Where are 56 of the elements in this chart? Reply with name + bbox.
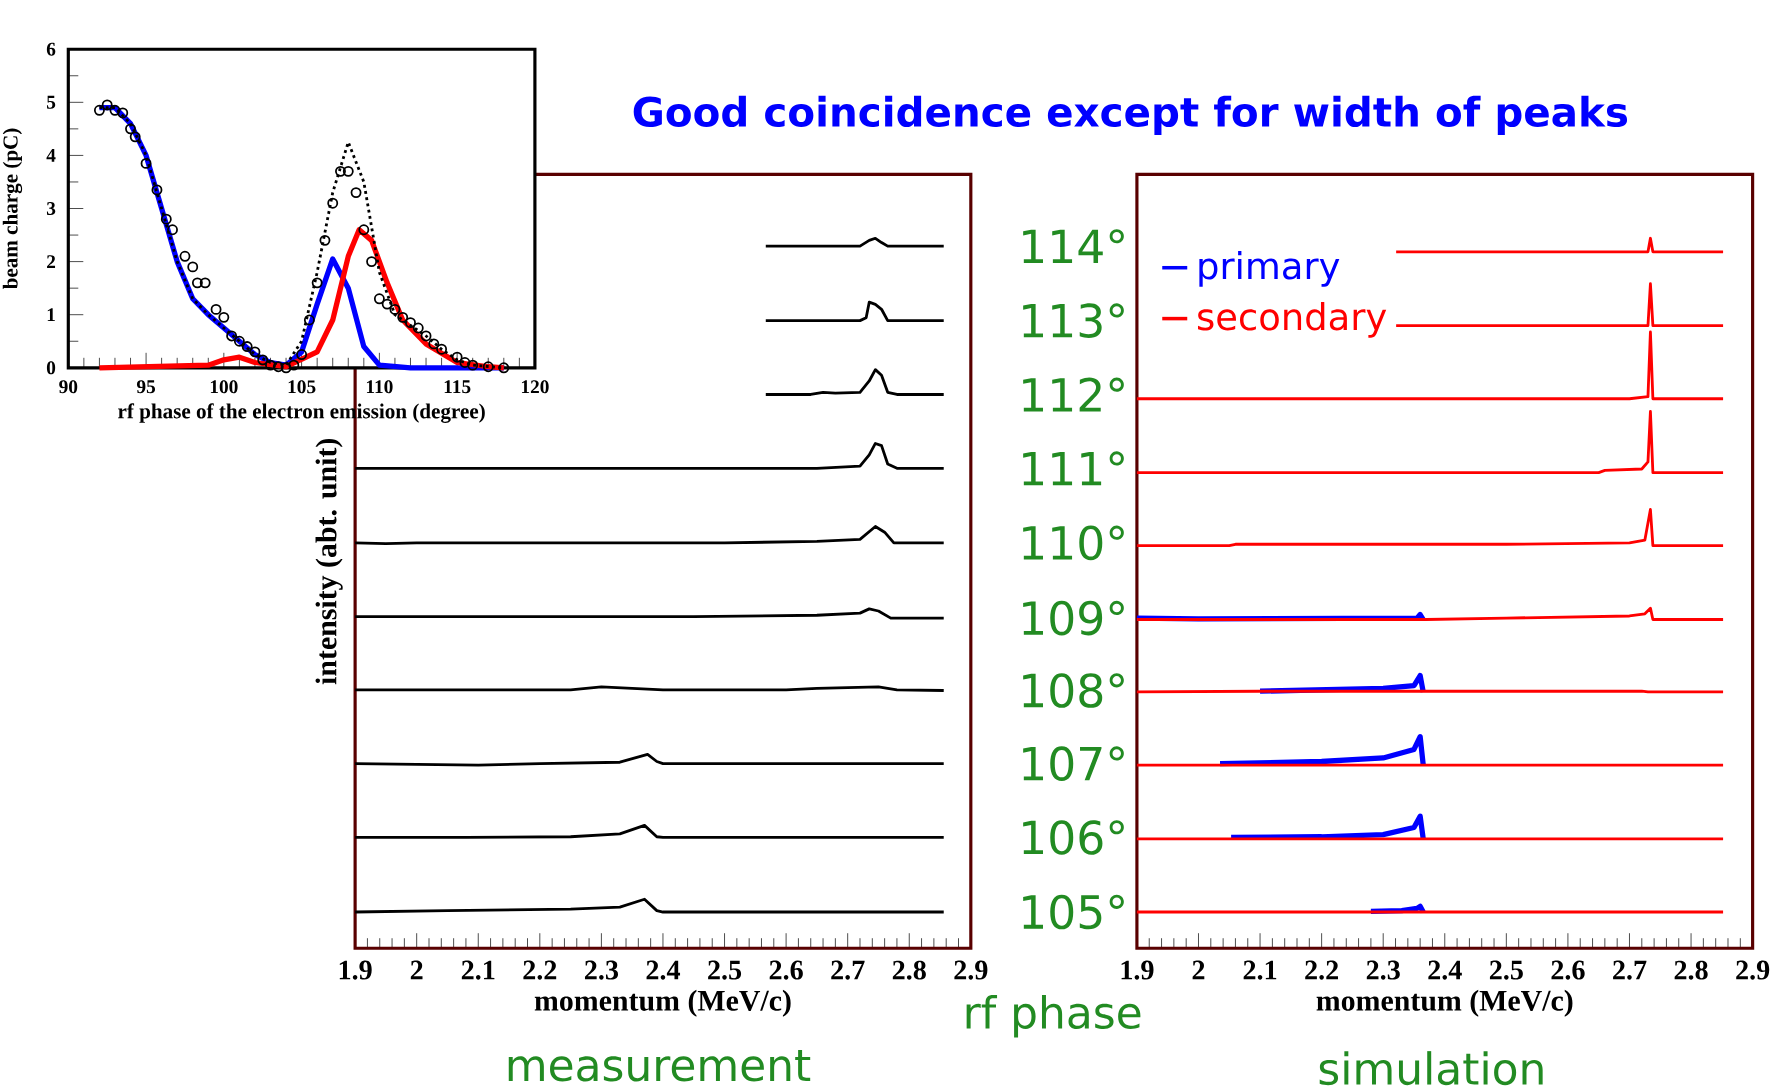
- text: simulation: [1319, 1051, 1543, 1086]
- x-tick-label: 2: [410, 960, 423, 980]
- x-tick-label: 1.9: [1121, 960, 1154, 980]
- series-label: 108°: [1023, 673, 1124, 708]
- legend-label: 105°: [1023, 894, 1124, 930]
- x-axis-title: momentum (MeV/c): [1316, 989, 1573, 1017]
- x-axis-title: momentum (MeV/c): [534, 989, 791, 1017]
- y-axis-title: intensity (abt. unit): [315, 438, 343, 685]
- y-tick-label: 1: [47, 308, 55, 322]
- x-tick-label: 100: [210, 380, 238, 394]
- x-tick-label: 2.4: [646, 960, 681, 980]
- series-label: 111°: [1023, 451, 1124, 486]
- text: Good coincidence except for width of peaks: [633, 95, 1628, 135]
- series-label: 112°: [1023, 377, 1124, 412]
- x-tick-label: 2.2: [523, 960, 557, 980]
- text: rf phase: [966, 995, 1141, 1038]
- series-label: 113°: [1023, 303, 1124, 338]
- x-tick-label: 95: [136, 380, 156, 394]
- series-label: 114°: [1023, 229, 1124, 264]
- x-tick-label: 2.6: [1551, 960, 1585, 980]
- x-tick-label: 2.7: [831, 960, 865, 980]
- y-tick-label: 6: [46, 42, 56, 56]
- y-tick-label: 3: [46, 202, 56, 215]
- series-label: 107°: [1023, 746, 1124, 781]
- x-tick-label: 2.7: [1613, 960, 1647, 980]
- y-tick-label: 4: [46, 149, 56, 162]
- x-tick-label: 90: [59, 380, 78, 394]
- text: measurement: [508, 1050, 811, 1082]
- series-label: 106°: [1023, 820, 1124, 855]
- x-tick-label: 2.1: [1243, 960, 1277, 980]
- y-tick-label: 2: [47, 255, 56, 269]
- x-tick-label: 2.3: [1366, 960, 1400, 980]
- x-tick-label: 2.2: [1305, 960, 1338, 980]
- x-tick-label: 2.3: [584, 960, 619, 980]
- legend-label: primary: [1199, 251, 1340, 287]
- x-tick-label: 2.9: [1736, 960, 1770, 980]
- x-tick-label: 2: [1192, 960, 1205, 980]
- y-tick-label: 5: [46, 95, 56, 109]
- x-tick-label: 110: [366, 380, 393, 394]
- x-tick-label: 2.1: [461, 960, 495, 980]
- series-label: 109°: [1023, 600, 1124, 636]
- x-tick-label: 115: [444, 380, 471, 394]
- x-tick-label: 2.5: [1489, 960, 1523, 980]
- x-tick-label: 1.9: [339, 960, 372, 980]
- y-tick-label: 0: [46, 361, 56, 375]
- x-tick-label: 2.8: [892, 960, 926, 980]
- x-tick-label: 2.9: [954, 960, 988, 980]
- series-label: 110°: [1023, 525, 1124, 561]
- legend-label: secondary: [1198, 301, 1387, 338]
- y-axis-title: beam charge (pC): [2, 128, 23, 290]
- x-tick-label: 105: [288, 380, 316, 394]
- x-tick-label: 120: [521, 380, 549, 394]
- x-tick-label: 2.5: [708, 960, 742, 980]
- x-tick-label: 2.8: [1674, 960, 1708, 980]
- x-tick-label: 2.6: [769, 960, 803, 980]
- x-tick-label: 2.4: [1428, 960, 1462, 980]
